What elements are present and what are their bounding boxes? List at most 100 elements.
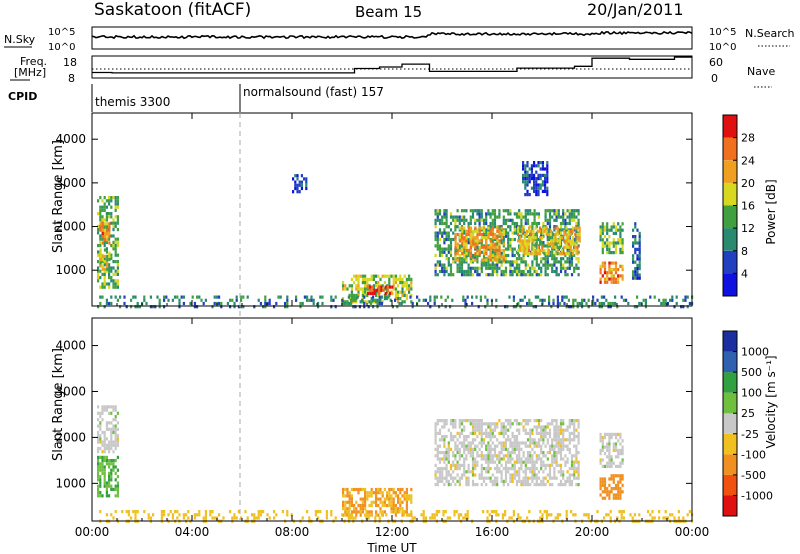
power-cell <box>534 236 537 240</box>
power-cell <box>438 263 442 267</box>
velocity-cell <box>509 479 512 483</box>
power-cell <box>487 255 490 259</box>
power-cell <box>509 209 512 213</box>
power-cell <box>606 231 609 235</box>
velocity-cell <box>355 507 358 511</box>
velocity-cell <box>609 516 612 520</box>
velocity-cell <box>99 414 102 419</box>
velocity-cell <box>350 494 353 498</box>
power-cell <box>561 295 564 299</box>
power-cell <box>374 298 377 302</box>
power-cell <box>101 225 104 229</box>
power-cell <box>99 237 102 241</box>
velocity-cell <box>515 479 519 483</box>
power-cell <box>507 209 510 213</box>
power-cell <box>644 305 647 309</box>
power-cell <box>559 225 563 229</box>
power-cell <box>449 228 453 232</box>
power-cell <box>447 225 450 229</box>
power-cell <box>644 301 647 306</box>
velocity-cell <box>330 513 333 517</box>
power-cell <box>105 205 108 209</box>
power-cell <box>572 305 575 309</box>
power-cell <box>378 285 381 289</box>
power-cell <box>482 218 486 222</box>
velocity-cell <box>105 481 108 485</box>
velocity-cell <box>500 422 503 426</box>
power-cell <box>469 257 472 261</box>
velocity-cell <box>601 436 604 440</box>
power-cell <box>567 305 570 309</box>
velocity-cell <box>325 510 328 514</box>
power-cell <box>377 274 380 278</box>
velocity-cell <box>617 480 620 484</box>
velocity-cell <box>619 474 622 478</box>
power-cell <box>662 298 665 302</box>
velocity-cell <box>114 418 117 422</box>
velocity-cell <box>420 513 423 517</box>
velocity-cell <box>390 503 393 508</box>
power-cell <box>553 257 556 261</box>
nsearch-tick-top: 10^5 <box>709 27 736 38</box>
power-cell <box>619 264 622 268</box>
power-cell <box>97 231 100 235</box>
power-cell <box>498 255 501 259</box>
power-cell <box>391 291 394 296</box>
power-cell <box>496 226 499 230</box>
power-cell <box>540 260 543 264</box>
velocity-cell <box>392 507 395 511</box>
power-cell <box>572 248 575 253</box>
velocity-cell <box>348 500 351 504</box>
power-cell <box>474 242 477 246</box>
power-cell <box>603 261 607 265</box>
velocity-cell <box>535 425 538 429</box>
power-cell <box>449 253 453 258</box>
velocity-cell <box>361 497 364 501</box>
power-cell <box>154 305 157 309</box>
power-cell <box>394 287 397 291</box>
power-cell <box>478 241 481 245</box>
power-cell <box>521 248 524 253</box>
power-cell <box>465 269 468 274</box>
power-cell <box>603 267 607 272</box>
velocity-cell <box>116 487 119 491</box>
power-cell <box>355 293 358 297</box>
power-cell <box>551 253 554 258</box>
power-cell <box>105 218 108 222</box>
power-cell <box>478 218 481 222</box>
velocity-cell <box>116 475 119 479</box>
velocity-cell <box>540 467 543 471</box>
power-cell <box>456 245 459 249</box>
power-cell <box>332 298 335 302</box>
velocity-cell <box>504 510 507 514</box>
velocity-cell <box>386 494 389 498</box>
y-tick-label: 3000 <box>55 176 86 190</box>
power-cell <box>116 218 119 222</box>
power-cell <box>578 301 581 306</box>
power-cell <box>546 177 549 181</box>
power-cell <box>467 248 470 253</box>
velocity-cell <box>509 438 512 442</box>
power-cell <box>533 218 536 222</box>
velocity-cell <box>522 451 525 455</box>
power-cell <box>524 193 527 197</box>
power-cell <box>116 282 119 286</box>
power-cell <box>106 258 109 262</box>
power-cell <box>97 253 100 257</box>
power-cell <box>614 225 618 229</box>
power-cell <box>465 245 468 249</box>
velocity-cell <box>559 419 563 423</box>
power-cell <box>443 228 446 232</box>
power-cell <box>539 183 542 187</box>
power-cell <box>467 273 470 277</box>
velocity-cell <box>97 484 100 488</box>
velocity-cell <box>460 444 464 448</box>
power-cell <box>530 239 533 243</box>
velocity-cell <box>617 496 620 500</box>
velocity-cell <box>559 431 563 435</box>
power-cell <box>500 263 503 267</box>
power-cell <box>524 263 527 267</box>
velocity-cell <box>608 442 611 446</box>
velocity-colorbar-swatch <box>723 474 737 496</box>
power-cell <box>163 305 166 309</box>
